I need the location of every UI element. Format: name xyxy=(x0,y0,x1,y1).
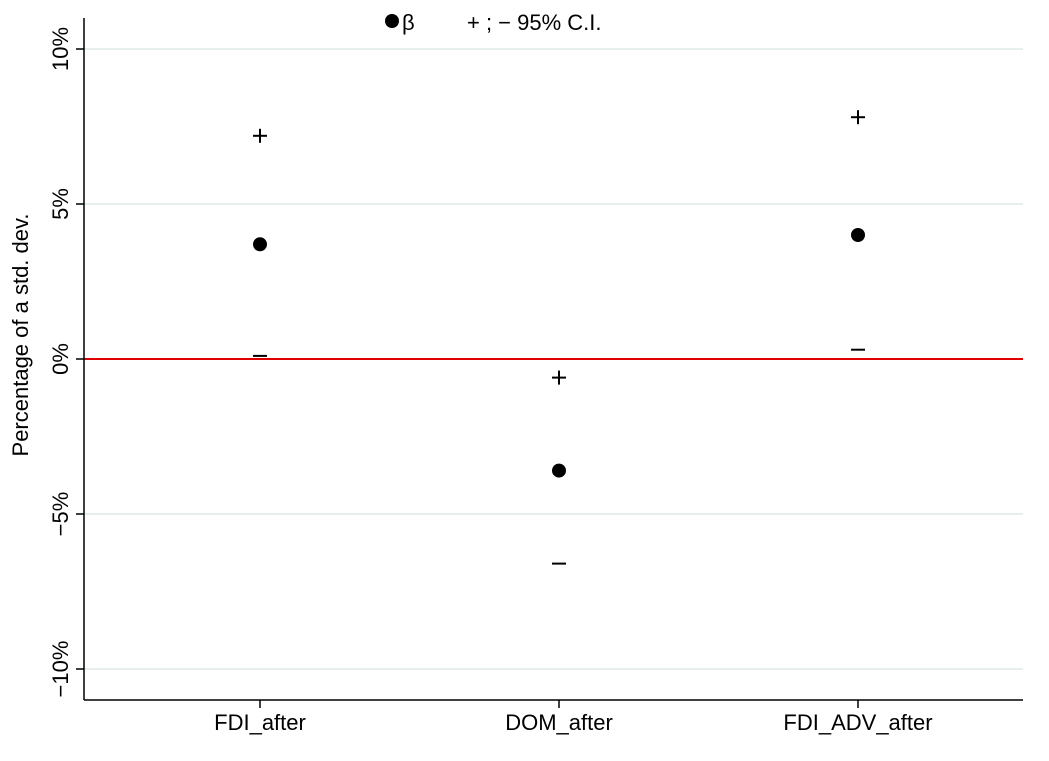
legend-label-ci: + ; − 95% C.I. xyxy=(467,10,602,35)
data-points xyxy=(253,110,865,565)
y-tick-label: −5% xyxy=(48,492,73,537)
point-estimate-marker xyxy=(552,463,566,478)
y-tick-label: −10% xyxy=(48,641,73,698)
y-tick-label: 10% xyxy=(48,27,73,71)
y-tick-label: 5% xyxy=(48,188,73,220)
y-axis-title: Percentage of a std. dev. xyxy=(8,214,33,457)
x-tick-label: FDI_ADV_after xyxy=(783,710,932,735)
ci-upper-marker xyxy=(552,370,566,385)
grid-lines xyxy=(84,48,1023,670)
x-tick-label: DOM_after xyxy=(505,710,613,735)
legend-label-beta: β xyxy=(402,10,415,35)
point-estimate-marker xyxy=(253,237,267,252)
x-ticks: FDI_after DOM_after FDI_ADV_after xyxy=(214,700,933,735)
ci-upper-marker xyxy=(253,128,267,143)
x-tick-label: FDI_after xyxy=(214,710,306,735)
legend: β + ; − 95% C.I. xyxy=(385,10,602,35)
point-estimate-marker xyxy=(851,228,865,242)
y-ticks: 10% 5% 0% −5% −10% xyxy=(48,27,84,697)
legend-marker-beta xyxy=(385,14,399,28)
ci-upper-marker xyxy=(851,110,865,125)
y-tick-label: 0% xyxy=(48,343,73,375)
